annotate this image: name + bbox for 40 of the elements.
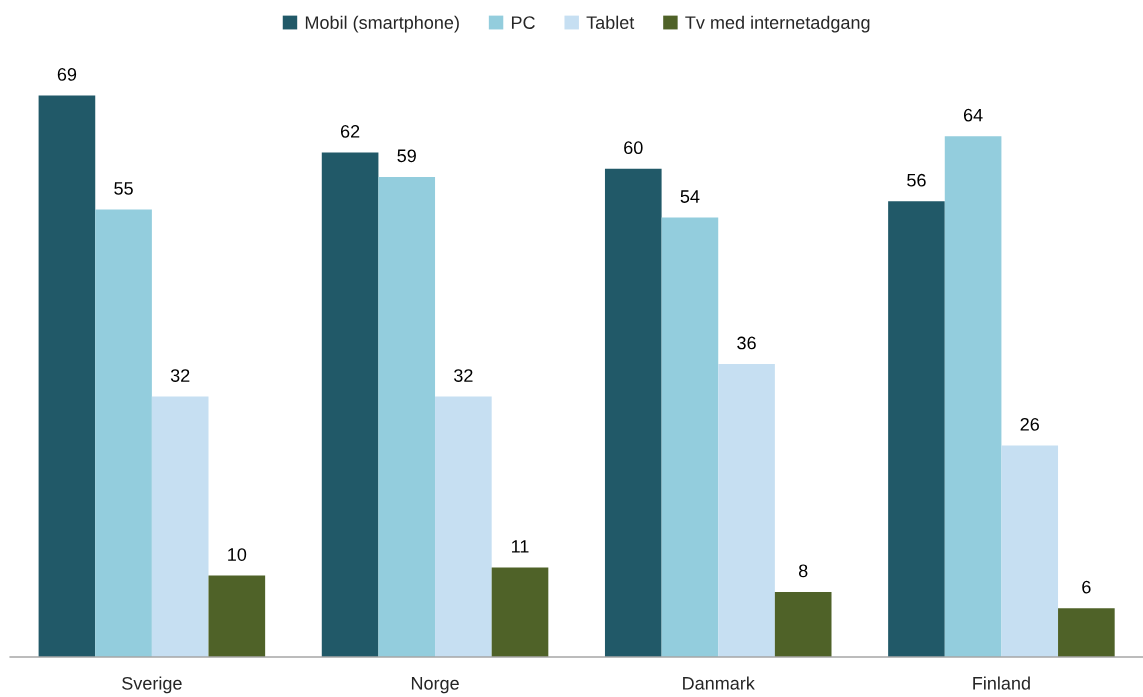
- bar: [435, 396, 492, 657]
- bar: [1058, 608, 1115, 657]
- bar: [604, 168, 662, 657]
- data-label: 64: [963, 108, 983, 122]
- data-label: 55: [114, 182, 133, 195]
- bar: [95, 209, 152, 657]
- data-label: 32: [170, 369, 190, 382]
- bar: [491, 567, 549, 657]
- data-label: 36: [737, 336, 756, 350]
- data-label: 56: [907, 173, 926, 187]
- bar: [208, 575, 266, 657]
- x-tick-label: Norge: [411, 677, 459, 694]
- bar: [321, 152, 379, 657]
- x-tick-label: Finland: [973, 676, 1030, 690]
- bar: [151, 396, 209, 657]
- data-label: 60: [624, 141, 643, 155]
- bar: [661, 217, 719, 657]
- bar: [718, 364, 775, 657]
- legend-label: Mobil (smartphone): [305, 15, 459, 33]
- data-label: 26: [1020, 417, 1039, 431]
- bar: [1001, 445, 1059, 657]
- legend-label: Tv med internetadgang: [685, 15, 870, 33]
- data-label: 11: [512, 540, 529, 553]
- legend-label: PC: [511, 16, 535, 29]
- data-label: 62: [340, 125, 360, 138]
- data-label: 6: [1082, 580, 1091, 594]
- bar: [774, 591, 832, 657]
- data-label: 10: [228, 548, 247, 561]
- bar: [888, 201, 945, 657]
- bar: [944, 136, 1002, 657]
- legend-label: Tablet: [586, 15, 635, 29]
- bar: [38, 95, 96, 657]
- data-label: 54: [680, 190, 700, 203]
- x-tick-label: Danmark: [683, 676, 755, 690]
- bar: [378, 176, 436, 657]
- data-label: 59: [397, 149, 416, 163]
- data-label: 8: [798, 564, 808, 578]
- x-tick-label: Sverige: [122, 676, 182, 694]
- data-label: 32: [454, 369, 473, 382]
- data-label: 69: [57, 68, 77, 81]
